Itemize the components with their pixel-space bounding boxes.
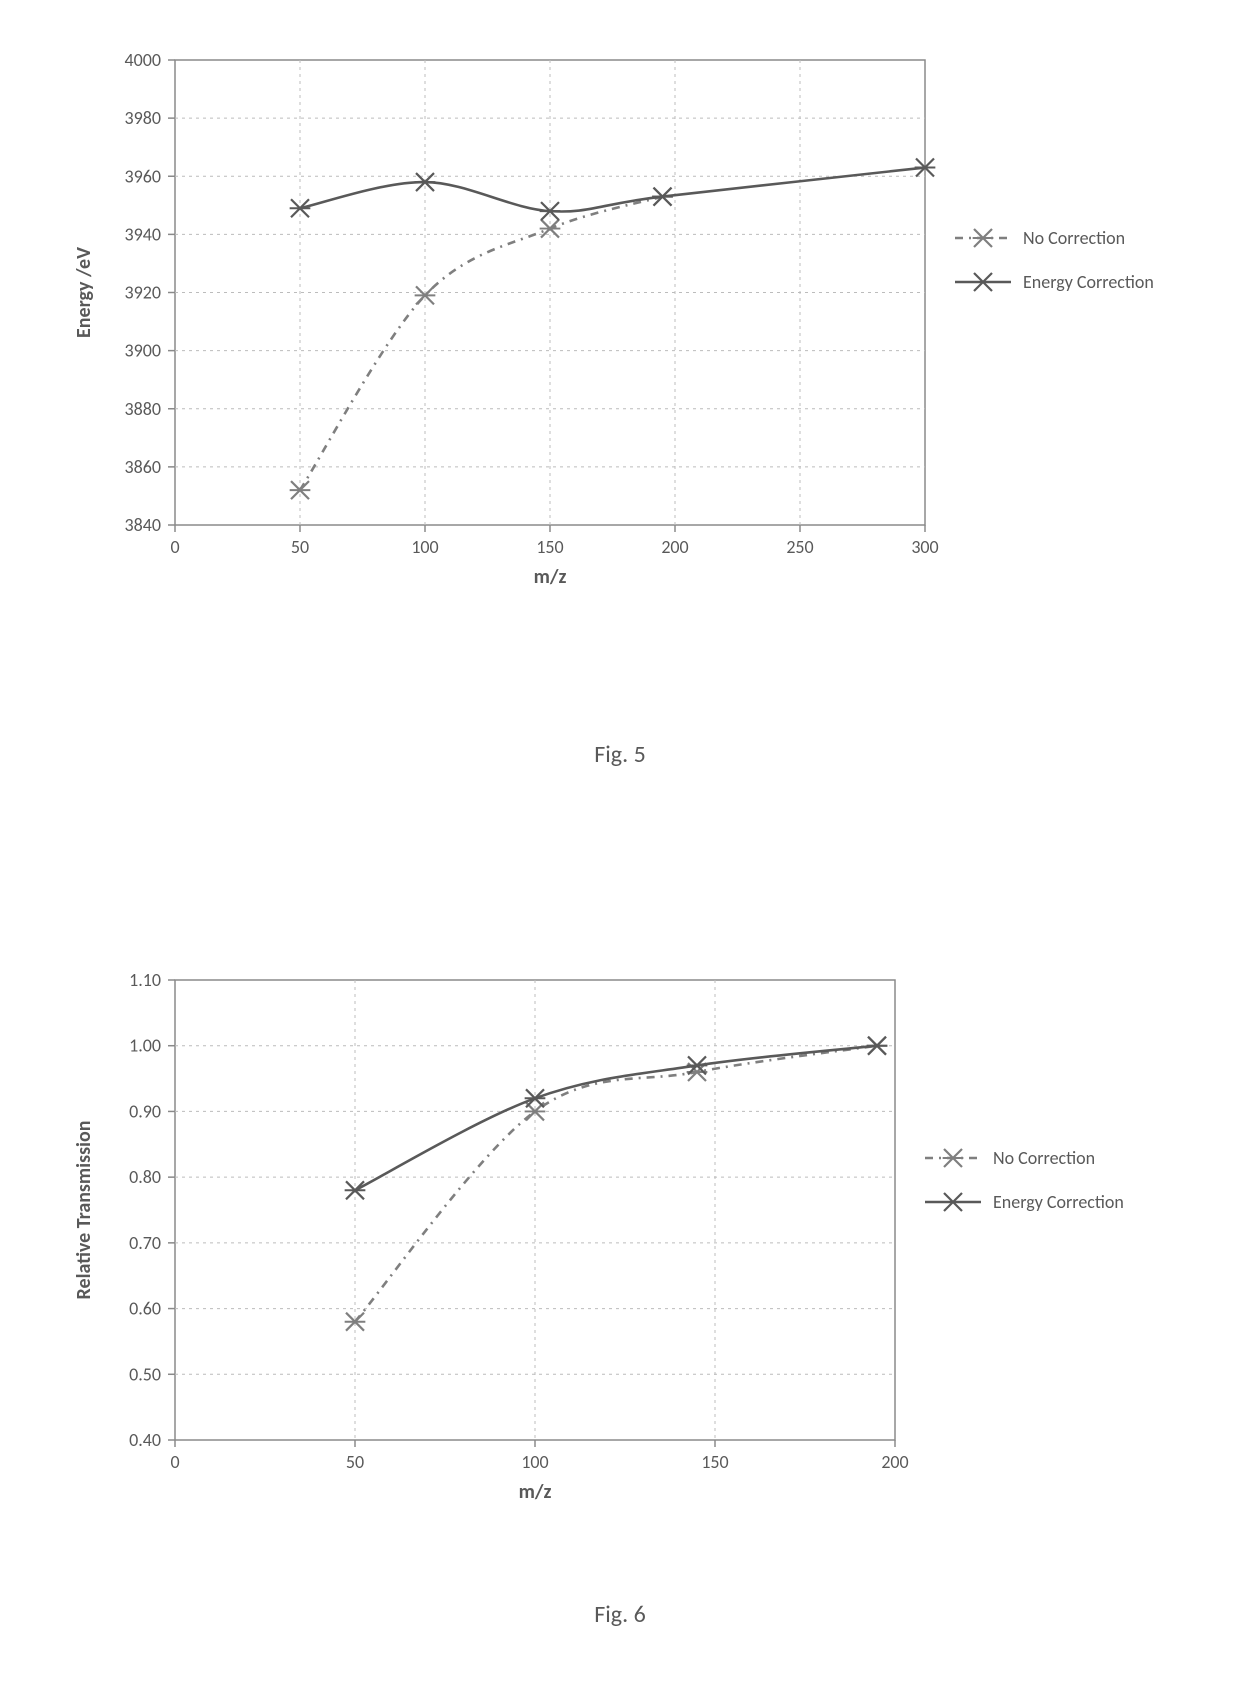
legend-label: No Correction <box>993 1147 1095 1169</box>
figure-5-caption: Fig. 5 <box>0 740 1240 769</box>
x-tick-label: 100 <box>411 536 438 558</box>
figure-6-caption: Fig. 6 <box>0 1600 1240 1629</box>
y-tick-label: 3920 <box>125 282 162 304</box>
x-tick-label: 200 <box>881 1451 908 1473</box>
legend-label: Energy Correction <box>1023 271 1154 293</box>
x-axis-label: m/z <box>534 565 567 589</box>
x-axis-label: m/z <box>519 1480 552 1504</box>
x-marker-icon <box>943 1193 964 1211</box>
page: 0 50 100 150 200 250 300 3840 3860 3880 3900 3920 39… <box>0 0 1240 1699</box>
y-tick-label: 3940 <box>125 223 162 245</box>
y-tick-label: 3860 <box>125 456 162 478</box>
x-tick-label: 0 <box>170 536 179 558</box>
figure-6-svg: 0 50 100 150 200 0.40 0.50 0.60 0.70 0.80 0.90 1.00… <box>20 940 1220 1520</box>
y-tick-label: 0.80 <box>129 1166 161 1188</box>
figure-6-block: 0 50 100 150 200 0.40 0.50 0.60 0.70 0.80 0.90 1.00… <box>20 940 1220 1520</box>
y-tick-label: 0.60 <box>129 1298 161 1320</box>
x-marker-icon <box>973 229 994 247</box>
y-tick-label: 3960 <box>125 165 162 187</box>
y-tick-label: 3980 <box>125 107 162 129</box>
y-tick-label: 4000 <box>125 49 162 71</box>
figure-5-block: 0 50 100 150 200 250 300 3840 3860 3880 3900 3920 39… <box>20 20 1220 600</box>
x-tick-label: 200 <box>661 536 688 558</box>
y-tick-label: 0.90 <box>129 1100 161 1122</box>
x-tick-label: 300 <box>911 536 938 558</box>
y-tick-label: 0.70 <box>129 1232 161 1254</box>
y-tick-label: 0.40 <box>129 1429 161 1451</box>
legend-label: No Correction <box>1023 227 1125 249</box>
x-tick-label: 150 <box>536 536 563 558</box>
figure-5-svg: 0 50 100 150 200 250 300 3840 3860 3880 3900 3920 39… <box>20 20 1220 600</box>
x-tick-label: 50 <box>346 1451 364 1473</box>
y-axis-label: Energy /eV <box>72 247 96 338</box>
y-tick-label: 3880 <box>125 398 162 420</box>
y-tick-label: 3900 <box>125 340 162 362</box>
x-tick-label: 150 <box>701 1451 728 1473</box>
y-axis-label: Relative Transmission <box>72 1121 96 1300</box>
y-tick-label: 0.50 <box>129 1363 161 1385</box>
x-tick-label: 0 <box>170 1451 179 1473</box>
x-tick-label: 50 <box>291 536 309 558</box>
x-marker-icon <box>973 273 994 291</box>
plot-area <box>175 980 895 1440</box>
x-marker-icon <box>943 1149 964 1167</box>
y-tick-label: 3840 <box>125 514 162 536</box>
x-tick-label: 100 <box>521 1451 548 1473</box>
y-tick-label: 1.00 <box>129 1035 161 1057</box>
x-tick-label: 250 <box>786 536 813 558</box>
y-tick-label: 1.10 <box>129 969 161 991</box>
legend-label: Energy Correction <box>993 1191 1124 1213</box>
